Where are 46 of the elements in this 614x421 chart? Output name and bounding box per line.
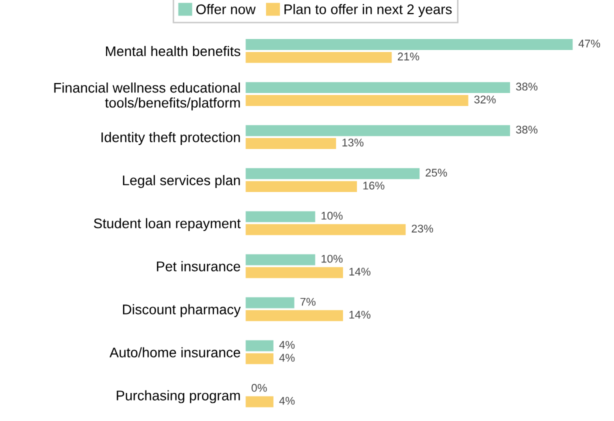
bar [246, 310, 344, 322]
bar [246, 267, 344, 278]
data-label: 25% [426, 168, 447, 177]
y-tick-label: Identity theft protection [102, 132, 240, 145]
bar [246, 181, 357, 192]
bar [246, 297, 294, 308]
data-label: 10% [322, 212, 343, 220]
y-tick-label: Mental health benefits [106, 46, 240, 56]
bar [246, 396, 274, 408]
bar [246, 168, 420, 180]
y-tick-label: Financial wellness educational tools/benefits/platform [54, 82, 240, 110]
data-label: 7% [300, 298, 316, 306]
bar [246, 125, 510, 136]
data-label: 4% [279, 340, 295, 349]
data-label: 14% [349, 268, 370, 276]
bar [246, 39, 573, 50]
data-label: 4% [279, 396, 295, 405]
data-label: 32% [474, 96, 496, 104]
bar [246, 138, 336, 149]
data-label: 38% [516, 126, 538, 134]
bar [246, 340, 274, 352]
bar [246, 353, 274, 364]
data-label: 13% [342, 138, 364, 146]
data-label: 14% [349, 310, 370, 319]
data-label: 47% [578, 40, 600, 48]
data-label: 16% [363, 182, 384, 190]
y-tick-label: Pet insurance [156, 261, 240, 272]
legend-label: Offer now [196, 4, 256, 14]
data-label: 4% [279, 354, 295, 362]
bar [246, 254, 316, 266]
data-label: 23% [412, 224, 434, 233]
legend-label: Plan to offer in next 2 years [284, 4, 452, 17]
y-tick-label: Student loan repayment [94, 218, 241, 232]
bar [246, 52, 392, 63]
y-tick-label: Discount pharmacy [123, 304, 241, 318]
data-label: 0% [252, 384, 267, 392]
data-label: 10% [322, 254, 343, 263]
bar [246, 94, 468, 106]
bar [246, 82, 510, 94]
bar [246, 211, 316, 222]
data-label: 21% [398, 52, 420, 60]
y-tick-label: Legal services plan [122, 175, 240, 188]
bar [246, 224, 406, 236]
y-tick-label: Auto/home insurance [110, 347, 240, 358]
data-label: 38% [516, 82, 538, 91]
y-tick-label: Purchasing program [116, 390, 240, 404]
